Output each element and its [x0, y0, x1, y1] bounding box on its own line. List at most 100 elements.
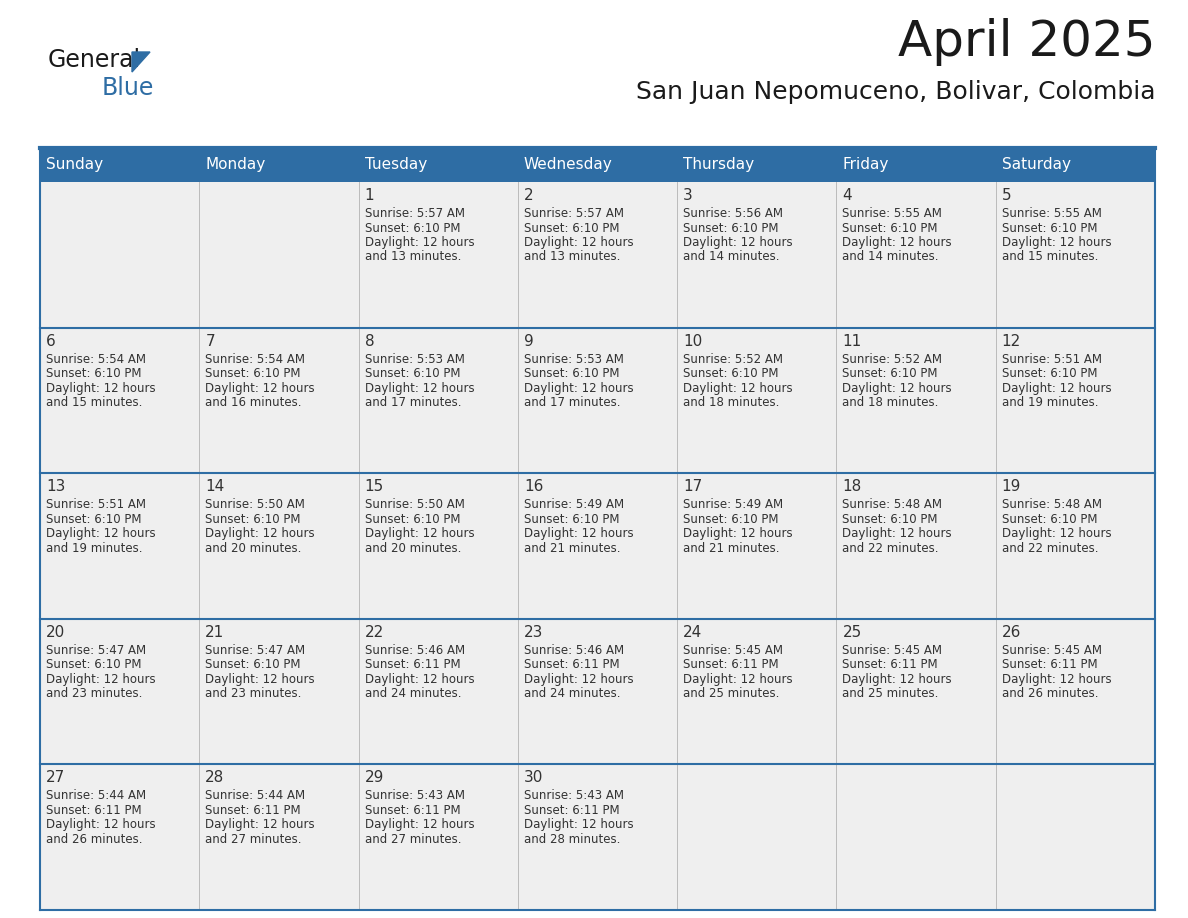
Text: Daylight: 12 hours: Daylight: 12 hours [683, 236, 792, 249]
Text: Sunset: 6:11 PM: Sunset: 6:11 PM [683, 658, 779, 671]
Text: Sunrise: 5:51 AM: Sunrise: 5:51 AM [46, 498, 146, 511]
Text: and 14 minutes.: and 14 minutes. [683, 251, 779, 263]
Text: 25: 25 [842, 625, 861, 640]
Bar [200, 765, 359, 910]
Text: Sunrise: 5:46 AM: Sunrise: 5:46 AM [524, 644, 624, 656]
Text: Sunrise: 5:53 AM: Sunrise: 5:53 AM [524, 353, 624, 365]
Text: Daylight: 12 hours: Daylight: 12 hours [524, 236, 633, 249]
Text: Daylight: 12 hours: Daylight: 12 hours [46, 382, 156, 395]
Text: 19: 19 [1001, 479, 1022, 494]
Text: Sunrise: 5:53 AM: Sunrise: 5:53 AM [365, 353, 465, 365]
Text: Sunrise: 5:57 AM: Sunrise: 5:57 AM [524, 207, 624, 220]
Bar [677, 328, 836, 473]
Bar [359, 619, 518, 765]
Text: 30: 30 [524, 770, 543, 786]
Text: Daylight: 12 hours: Daylight: 12 hours [683, 673, 792, 686]
Text: and 25 minutes.: and 25 minutes. [842, 688, 939, 700]
Text: Sunrise: 5:47 AM: Sunrise: 5:47 AM [46, 644, 146, 656]
Bar [996, 182, 1155, 328]
Text: Daylight: 12 hours: Daylight: 12 hours [365, 382, 474, 395]
Text: Sunset: 6:10 PM: Sunset: 6:10 PM [1001, 367, 1098, 380]
Text: and 17 minutes.: and 17 minutes. [365, 396, 461, 409]
Bar [518, 765, 677, 910]
Bar [677, 619, 836, 765]
Text: 16: 16 [524, 479, 543, 494]
Text: Daylight: 12 hours: Daylight: 12 hours [1001, 382, 1111, 395]
Text: General: General [48, 48, 141, 72]
Bar [677, 473, 836, 619]
Text: 15: 15 [365, 479, 384, 494]
Bar [40, 148, 1155, 182]
Text: Daylight: 12 hours: Daylight: 12 hours [842, 673, 952, 686]
Bar [518, 473, 677, 619]
Text: Sunrise: 5:54 AM: Sunrise: 5:54 AM [46, 353, 146, 365]
Text: Sunset: 6:10 PM: Sunset: 6:10 PM [1001, 221, 1098, 234]
Text: Sunset: 6:10 PM: Sunset: 6:10 PM [524, 367, 619, 380]
Text: 9: 9 [524, 333, 533, 349]
Bar [677, 765, 836, 910]
Text: Sunset: 6:11 PM: Sunset: 6:11 PM [1001, 658, 1098, 671]
Bar [518, 328, 677, 473]
Text: and 22 minutes.: and 22 minutes. [842, 542, 939, 554]
Text: and 26 minutes.: and 26 minutes. [1001, 688, 1098, 700]
Bar [836, 765, 996, 910]
Bar [996, 765, 1155, 910]
Text: Sunrise: 5:48 AM: Sunrise: 5:48 AM [842, 498, 942, 511]
Text: Sunset: 6:10 PM: Sunset: 6:10 PM [842, 221, 939, 234]
Text: Daylight: 12 hours: Daylight: 12 hours [46, 819, 156, 832]
Text: and 20 minutes.: and 20 minutes. [365, 542, 461, 554]
Text: Sunrise: 5:45 AM: Sunrise: 5:45 AM [842, 644, 942, 656]
Text: 24: 24 [683, 625, 702, 640]
Text: Daylight: 12 hours: Daylight: 12 hours [683, 382, 792, 395]
Text: and 22 minutes.: and 22 minutes. [1001, 542, 1098, 554]
Bar [996, 619, 1155, 765]
Text: Sunrise: 5:52 AM: Sunrise: 5:52 AM [842, 353, 942, 365]
Text: and 21 minutes.: and 21 minutes. [683, 542, 779, 554]
Text: Sunrise: 5:55 AM: Sunrise: 5:55 AM [842, 207, 942, 220]
Text: and 20 minutes.: and 20 minutes. [206, 542, 302, 554]
Bar [40, 765, 200, 910]
Text: 20: 20 [46, 625, 65, 640]
Text: Daylight: 12 hours: Daylight: 12 hours [842, 527, 952, 540]
Text: Sunrise: 5:44 AM: Sunrise: 5:44 AM [46, 789, 146, 802]
Text: and 14 minutes.: and 14 minutes. [842, 251, 939, 263]
Text: and 15 minutes.: and 15 minutes. [46, 396, 143, 409]
Text: Daylight: 12 hours: Daylight: 12 hours [206, 527, 315, 540]
Text: and 19 minutes.: and 19 minutes. [1001, 396, 1098, 409]
Text: Sunrise: 5:52 AM: Sunrise: 5:52 AM [683, 353, 783, 365]
Text: April 2025: April 2025 [897, 18, 1155, 66]
Text: Sunrise: 5:45 AM: Sunrise: 5:45 AM [1001, 644, 1101, 656]
Text: Sunrise: 5:55 AM: Sunrise: 5:55 AM [1001, 207, 1101, 220]
Text: and 17 minutes.: and 17 minutes. [524, 396, 620, 409]
Text: Daylight: 12 hours: Daylight: 12 hours [683, 527, 792, 540]
Text: Sunset: 6:10 PM: Sunset: 6:10 PM [365, 512, 460, 526]
Text: 11: 11 [842, 333, 861, 349]
Bar [677, 182, 836, 328]
Text: and 16 minutes.: and 16 minutes. [206, 396, 302, 409]
Bar [359, 473, 518, 619]
Text: 8: 8 [365, 333, 374, 349]
Bar [40, 182, 200, 328]
Bar [359, 182, 518, 328]
Text: Friday: Friday [842, 158, 889, 173]
Text: Sunset: 6:11 PM: Sunset: 6:11 PM [206, 804, 301, 817]
Text: Sunrise: 5:48 AM: Sunrise: 5:48 AM [1001, 498, 1101, 511]
Text: and 27 minutes.: and 27 minutes. [365, 833, 461, 845]
Text: Sunset: 6:10 PM: Sunset: 6:10 PM [683, 367, 778, 380]
Text: Daylight: 12 hours: Daylight: 12 hours [46, 527, 156, 540]
Text: and 21 minutes.: and 21 minutes. [524, 542, 620, 554]
Text: 6: 6 [46, 333, 56, 349]
Text: Sunset: 6:10 PM: Sunset: 6:10 PM [46, 658, 141, 671]
Text: Daylight: 12 hours: Daylight: 12 hours [524, 382, 633, 395]
Text: 3: 3 [683, 188, 693, 203]
Bar [200, 473, 359, 619]
Text: Sunset: 6:10 PM: Sunset: 6:10 PM [683, 221, 778, 234]
Text: and 24 minutes.: and 24 minutes. [365, 688, 461, 700]
Text: Sunrise: 5:47 AM: Sunrise: 5:47 AM [206, 644, 305, 656]
Bar [836, 328, 996, 473]
Text: and 26 minutes.: and 26 minutes. [46, 833, 143, 845]
Text: 22: 22 [365, 625, 384, 640]
Text: 21: 21 [206, 625, 225, 640]
Text: and 19 minutes.: and 19 minutes. [46, 542, 143, 554]
Text: 13: 13 [46, 479, 65, 494]
